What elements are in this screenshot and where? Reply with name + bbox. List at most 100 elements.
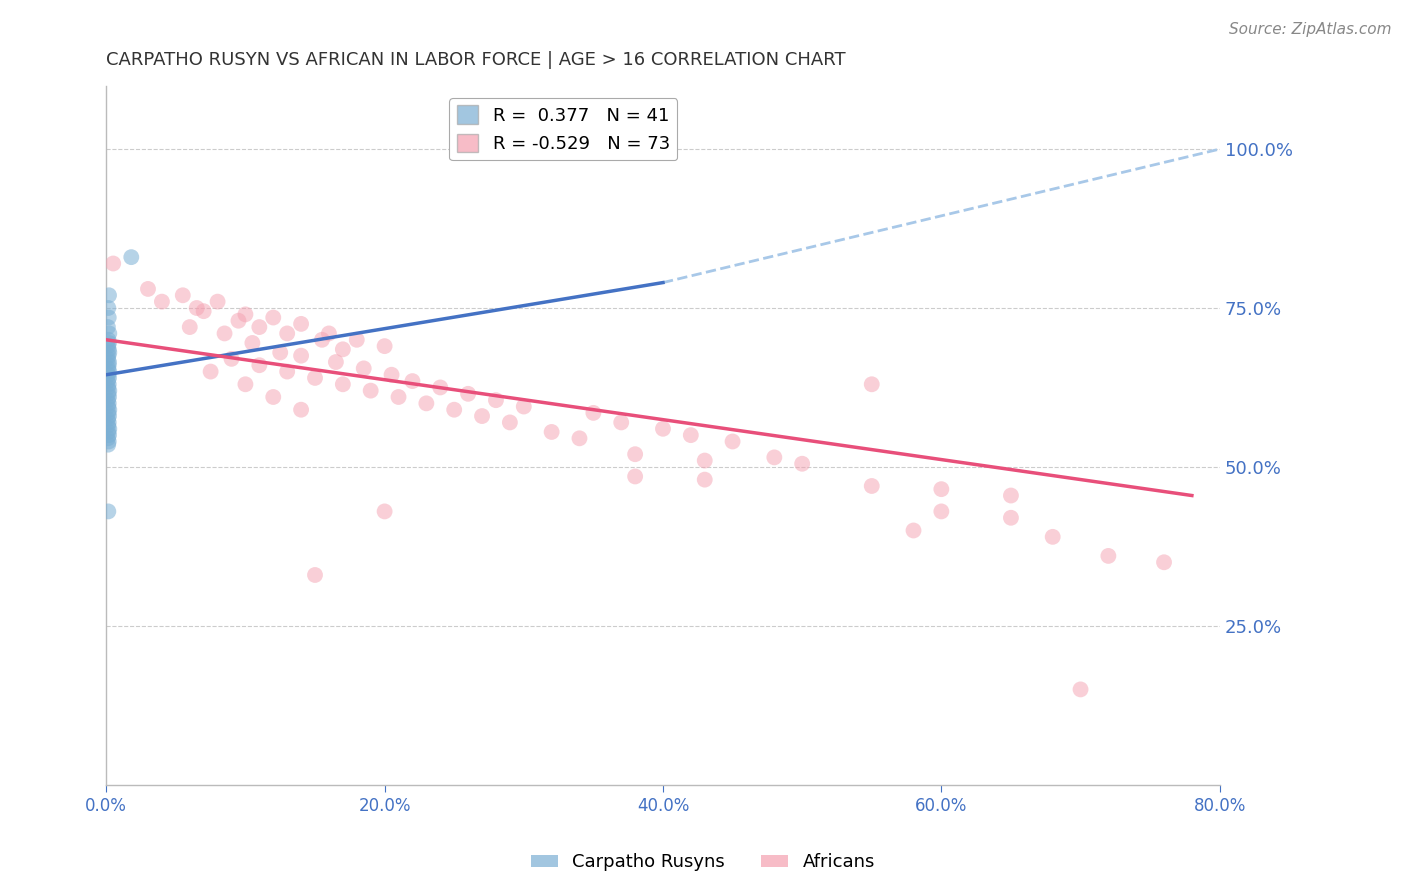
Point bbox=[318, 326, 340, 341]
Point bbox=[380, 368, 402, 382]
Point bbox=[97, 386, 120, 401]
Point bbox=[262, 390, 284, 404]
Point bbox=[97, 368, 120, 382]
Point bbox=[97, 396, 120, 410]
Point bbox=[624, 447, 647, 461]
Point bbox=[242, 335, 264, 350]
Point bbox=[98, 365, 121, 379]
Point bbox=[1042, 530, 1064, 544]
Point bbox=[346, 333, 368, 347]
Point bbox=[360, 384, 382, 398]
Point bbox=[792, 457, 814, 471]
Point bbox=[325, 355, 347, 369]
Point bbox=[387, 390, 409, 404]
Point bbox=[179, 320, 201, 334]
Point bbox=[290, 317, 312, 331]
Point bbox=[98, 288, 121, 302]
Point bbox=[624, 469, 647, 483]
Point bbox=[98, 355, 121, 369]
Point bbox=[693, 473, 716, 487]
Point bbox=[1097, 549, 1119, 563]
Point bbox=[97, 310, 120, 325]
Point bbox=[304, 371, 326, 385]
Point bbox=[98, 345, 121, 359]
Point bbox=[513, 400, 536, 414]
Point bbox=[97, 434, 120, 449]
Point bbox=[415, 396, 437, 410]
Point bbox=[207, 294, 229, 309]
Point bbox=[276, 326, 298, 341]
Point bbox=[374, 504, 396, 518]
Point bbox=[931, 482, 953, 496]
Point bbox=[401, 374, 423, 388]
Point bbox=[1153, 555, 1175, 569]
Point bbox=[97, 412, 120, 426]
Point bbox=[471, 409, 494, 423]
Point bbox=[276, 365, 298, 379]
Point bbox=[860, 479, 883, 493]
Point bbox=[374, 339, 396, 353]
Point bbox=[98, 409, 121, 423]
Point bbox=[97, 438, 120, 452]
Point bbox=[290, 349, 312, 363]
Point bbox=[98, 428, 121, 442]
Point bbox=[311, 333, 333, 347]
Point bbox=[235, 377, 257, 392]
Point bbox=[1000, 489, 1022, 503]
Point bbox=[1000, 510, 1022, 524]
Point bbox=[97, 504, 120, 518]
Point bbox=[120, 250, 142, 264]
Point bbox=[443, 402, 465, 417]
Point bbox=[290, 402, 312, 417]
Point bbox=[721, 434, 744, 449]
Point bbox=[540, 425, 562, 439]
Point bbox=[582, 406, 605, 420]
Point bbox=[97, 339, 120, 353]
Point bbox=[150, 294, 173, 309]
Point bbox=[97, 377, 120, 392]
Point bbox=[97, 393, 120, 408]
Point bbox=[693, 453, 716, 467]
Point bbox=[903, 524, 925, 538]
Point bbox=[235, 307, 257, 321]
Point bbox=[247, 358, 270, 372]
Point bbox=[214, 326, 236, 341]
Point bbox=[97, 351, 120, 366]
Point bbox=[97, 431, 120, 445]
Point bbox=[97, 349, 120, 363]
Legend: Carpatho Rusyns, Africans: Carpatho Rusyns, Africans bbox=[523, 847, 883, 879]
Point bbox=[332, 377, 354, 392]
Point bbox=[103, 256, 125, 270]
Point bbox=[332, 343, 354, 357]
Point bbox=[97, 374, 120, 388]
Point bbox=[98, 384, 121, 398]
Point bbox=[652, 422, 675, 436]
Point bbox=[457, 386, 479, 401]
Point bbox=[97, 400, 120, 414]
Point bbox=[200, 365, 222, 379]
Point bbox=[97, 361, 120, 376]
Point bbox=[247, 320, 270, 334]
Point bbox=[98, 422, 121, 436]
Point bbox=[97, 358, 120, 372]
Point bbox=[304, 568, 326, 582]
Point bbox=[136, 282, 159, 296]
Legend: R =  0.377   N = 41, R = -0.529   N = 73: R = 0.377 N = 41, R = -0.529 N = 73 bbox=[450, 98, 678, 161]
Point bbox=[97, 333, 120, 347]
Point bbox=[221, 351, 243, 366]
Point bbox=[97, 380, 120, 394]
Point bbox=[679, 428, 702, 442]
Point bbox=[97, 418, 120, 433]
Point bbox=[97, 301, 120, 315]
Point bbox=[499, 416, 522, 430]
Point bbox=[763, 450, 786, 465]
Point bbox=[98, 390, 121, 404]
Point bbox=[98, 402, 121, 417]
Point bbox=[98, 326, 121, 341]
Point bbox=[97, 320, 120, 334]
Point bbox=[568, 431, 591, 445]
Point bbox=[262, 310, 284, 325]
Point bbox=[193, 304, 215, 318]
Point bbox=[485, 393, 508, 408]
Point bbox=[97, 343, 120, 357]
